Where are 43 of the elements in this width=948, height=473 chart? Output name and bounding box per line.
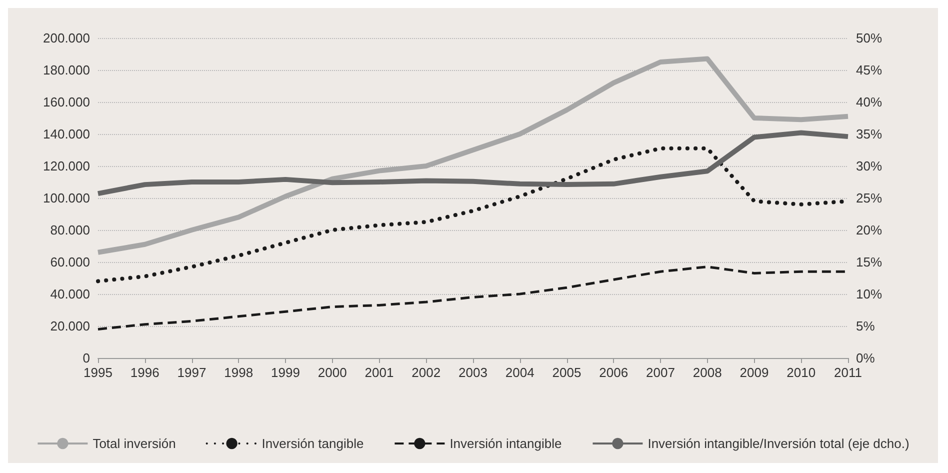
legend-label: Total inversión	[92, 436, 176, 451]
y-tick-label: 0	[82, 350, 90, 366]
x-tick-label: 2006	[599, 365, 628, 380]
x-tick-label: 2000	[318, 365, 347, 380]
y-tick-label: 160.000	[43, 94, 90, 110]
x-tick-label: 2005	[552, 365, 582, 380]
y2-tick-label: 45%	[856, 62, 882, 78]
x-tick-label: 2004	[505, 365, 534, 380]
y2-tick-label: 0%	[856, 350, 876, 366]
y2-tick-label: 15%	[856, 254, 882, 270]
x-tick-label: 2003	[458, 365, 488, 380]
x-tick-label: 2009	[740, 365, 769, 380]
y2-tick-label: 25%	[856, 190, 882, 206]
x-tick-label: 2007	[646, 365, 675, 380]
legend-label: Inversión intangible	[450, 436, 562, 451]
y2-tick-label: 20%	[856, 222, 882, 238]
x-tick-label: 1999	[271, 365, 300, 380]
x-tick-label: 1995	[84, 365, 112, 380]
y-tick-label: 200.000	[43, 30, 90, 46]
x-tick-label: 2001	[364, 365, 394, 380]
y-tick-label: 60.000	[50, 254, 90, 270]
x-tick-label: 1996	[130, 365, 160, 380]
x-tick-label: 2008	[692, 365, 722, 380]
legend-label: Inversión tangible	[262, 436, 364, 451]
x-tick-label: 2011	[834, 365, 862, 380]
x-tick-label: 1998	[224, 365, 254, 380]
x-tick-label: 2010	[786, 365, 816, 380]
y-tick-label: 80.000	[50, 222, 90, 238]
y2-tick-label: 40%	[856, 94, 882, 110]
y2-tick-label: 30%	[856, 158, 882, 174]
y-tick-label: 120.000	[43, 158, 90, 174]
y-tick-label: 40.000	[50, 286, 90, 302]
x-tick-label: 1997	[177, 365, 206, 380]
y-tick-label: 140.000	[43, 126, 90, 142]
legend-label: Inversión intangible/Inversión total (eje dcho.)	[648, 436, 910, 451]
y2-tick-label: 10%	[856, 286, 882, 302]
y2-tick-label: 5%	[856, 318, 876, 334]
x-tick-label: 2002	[412, 365, 441, 380]
y-tick-label: 20.000	[50, 318, 90, 334]
y2-tick-label: 35%	[856, 126, 882, 142]
y2-tick-label: 50%	[856, 30, 882, 46]
y-tick-label: 180.000	[43, 62, 90, 78]
y-tick-label: 100.000	[43, 190, 90, 206]
